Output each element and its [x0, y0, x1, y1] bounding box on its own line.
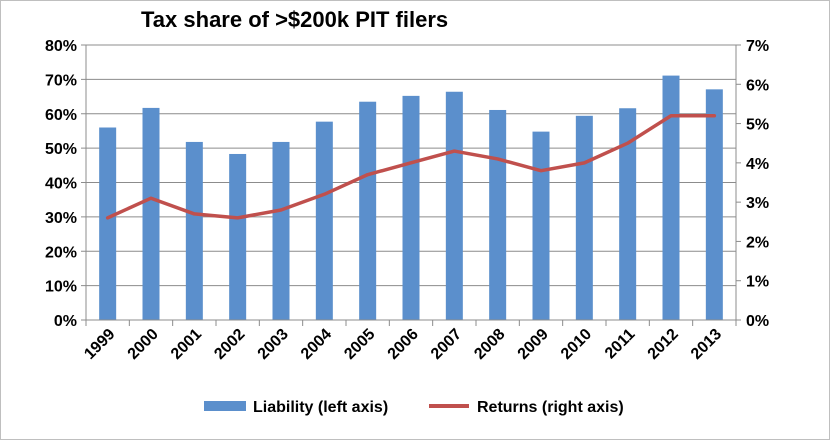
bar — [532, 131, 550, 320]
x-tick-label: 2010 — [558, 326, 595, 363]
right-tick-label: 1% — [746, 274, 769, 291]
right-tick-label: 5% — [746, 117, 769, 134]
x-tick-label: 1999 — [81, 326, 118, 363]
right-tick-label: 6% — [746, 77, 769, 94]
bar — [705, 89, 723, 320]
x-tick-label: 2011 — [602, 326, 639, 363]
legend-label: Returns (right axis) — [477, 399, 624, 416]
bar — [575, 115, 593, 320]
bar — [489, 109, 507, 320]
x-tick-label: 2009 — [515, 326, 552, 363]
bar — [142, 107, 160, 320]
right-tick-label: 3% — [746, 195, 769, 212]
legend: Liability (left axis) Returns (right axis… — [204, 399, 624, 416]
bar — [619, 108, 637, 320]
bar — [99, 127, 117, 320]
x-tick-label: 2005 — [341, 326, 378, 363]
left-tick-label: 40% — [45, 176, 77, 193]
bar — [445, 91, 463, 320]
returns-line — [105, 113, 717, 220]
x-tick-label: 2000 — [125, 326, 162, 363]
left-tick-label: 30% — [45, 210, 77, 227]
bar — [272, 141, 290, 320]
right-tick-label: 2% — [746, 234, 769, 251]
bar — [662, 75, 680, 320]
left-tick-label: 60% — [45, 107, 77, 124]
x-tick-label: 2013 — [688, 326, 725, 363]
left-tick-label: 70% — [45, 72, 77, 89]
x-tick-label: 2007 — [428, 326, 465, 363]
bar-series — [99, 75, 723, 320]
left-tick-label: 10% — [45, 279, 77, 296]
left-tick-label: 20% — [45, 244, 77, 261]
left-tick-label: 0% — [54, 313, 77, 330]
chart-title: Tax share of >$200k PIT filers — [141, 7, 449, 32]
bar — [315, 121, 333, 320]
left-tick-label: 50% — [45, 141, 77, 158]
x-tick-label: 2004 — [298, 326, 335, 363]
bar — [185, 141, 203, 320]
x-tick-label: 2002 — [211, 326, 248, 363]
right-tick-label: 4% — [746, 156, 769, 173]
bar — [229, 153, 247, 320]
legend-label: Liability (left axis) — [253, 399, 388, 416]
right-tick-label: 0% — [746, 313, 769, 330]
x-tick-label: 2001 — [168, 326, 205, 363]
line-series — [105, 113, 717, 220]
left-tick-label: 80% — [45, 38, 77, 55]
bar — [402, 95, 420, 320]
bar — [359, 101, 377, 320]
x-tick-label: 2012 — [645, 326, 682, 363]
right-tick-label: 7% — [746, 38, 769, 55]
x-tick-label: 2006 — [385, 326, 422, 363]
x-tick-label: 2008 — [471, 326, 508, 363]
legend-swatch-bar — [204, 401, 246, 411]
x-tick-label: 2003 — [255, 326, 292, 363]
